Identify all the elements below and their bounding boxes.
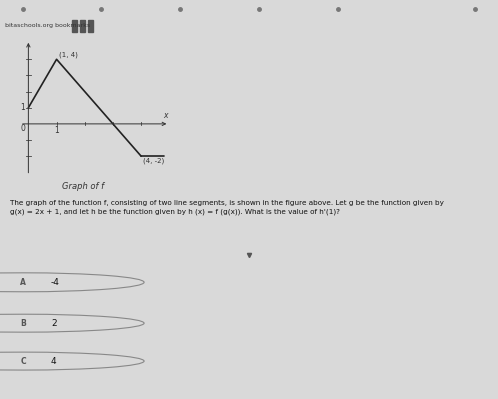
Text: (1, 4): (1, 4)	[59, 51, 78, 58]
Text: (4, -2): (4, -2)	[143, 158, 165, 164]
Text: 4: 4	[51, 357, 56, 365]
Text: The graph of the function f, consisting of two line segments, is shown in the fi: The graph of the function f, consisting …	[10, 200, 444, 215]
Text: A: A	[20, 278, 26, 287]
Text: Graph of f: Graph of f	[62, 182, 104, 191]
Bar	[88, 20, 93, 32]
Text: bitaschools.org bookmarks: bitaschools.org bookmarks	[5, 23, 90, 28]
Text: B: B	[20, 319, 26, 328]
Text: 1: 1	[20, 103, 25, 112]
Text: C: C	[20, 357, 26, 365]
Text: 0: 0	[20, 124, 25, 133]
Text: x: x	[163, 111, 168, 120]
Bar	[72, 20, 77, 32]
Text: -4: -4	[51, 278, 60, 287]
Text: 2: 2	[51, 319, 56, 328]
Text: 1: 1	[54, 126, 59, 135]
Bar	[80, 20, 85, 32]
